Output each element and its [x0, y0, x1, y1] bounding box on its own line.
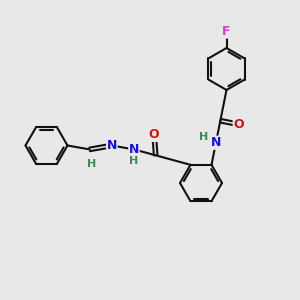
Text: H: H: [86, 159, 96, 169]
Text: F: F: [222, 25, 231, 38]
Text: H: H: [129, 156, 139, 166]
Text: N: N: [211, 136, 221, 149]
Text: O: O: [149, 128, 160, 141]
Text: N: N: [106, 139, 117, 152]
Text: N: N: [129, 143, 139, 156]
Text: H: H: [199, 132, 208, 142]
Text: O: O: [233, 118, 244, 131]
